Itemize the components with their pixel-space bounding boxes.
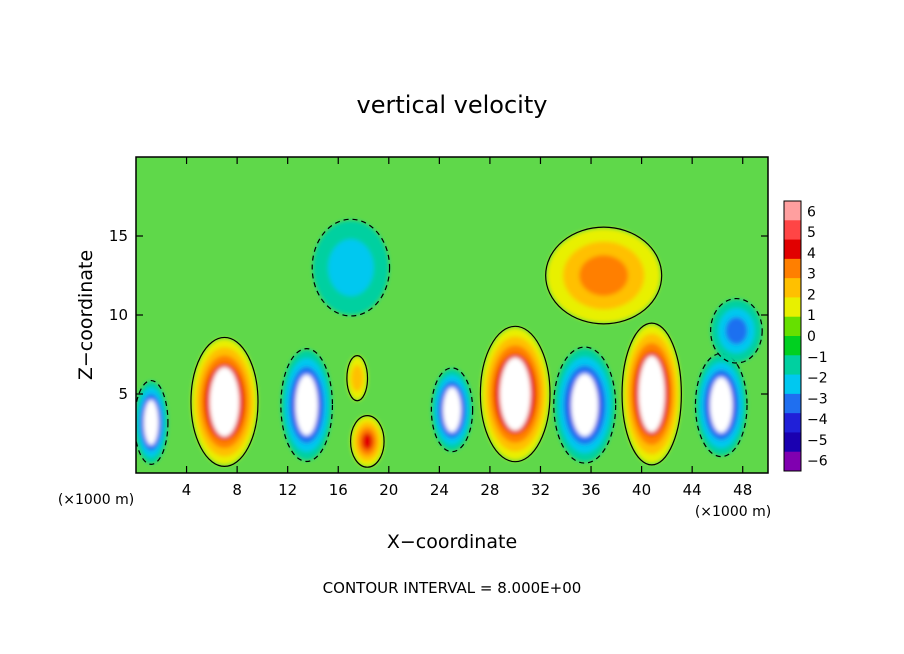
cell-core [709, 377, 733, 433]
y-tick-label: 15 [109, 227, 128, 245]
velocity-cell-10 [546, 228, 661, 323]
colorbar-swatch [784, 393, 801, 414]
colorbar-swatch [784, 278, 801, 298]
contour-line [479, 325, 551, 463]
contour-interval-note: CONTOUR INTERVAL = 8.000E+00 [323, 579, 582, 597]
colorbar-swatch [784, 374, 801, 395]
cell-core [499, 357, 531, 431]
cell-ring [328, 239, 374, 297]
colorbar-label: 6 [807, 204, 816, 220]
colorbar-frame [783, 200, 802, 472]
colorbar-swatch [784, 297, 801, 318]
colorbar-swatch [784, 432, 801, 453]
contour-line [553, 346, 617, 464]
x-tick-label: 24 [430, 481, 449, 499]
colorbar-swatch [784, 413, 801, 433]
velocity-cell-2 [281, 349, 332, 461]
x-tick-label: 32 [531, 481, 550, 499]
velocity-cell-5 [431, 368, 473, 451]
cell-ring [725, 317, 748, 345]
velocity-cell-9 [695, 354, 747, 456]
velocity-cell-8 [622, 324, 681, 464]
y-tick-label: 10 [109, 306, 128, 324]
y-axis-label: Z−coordinate [75, 250, 97, 380]
contour-line [349, 415, 385, 468]
velocity-cell-4 [347, 356, 368, 401]
colorbar-label: −6 [807, 454, 828, 470]
colorbar-swatch [784, 258, 801, 279]
colorbar-swatch [784, 201, 801, 221]
colorbar-swatch [784, 451, 801, 472]
colorbar-label: −3 [807, 391, 828, 407]
x-tick-label: 48 [733, 481, 752, 499]
y-tick-label: 5 [118, 385, 128, 403]
velocity-cells [136, 218, 763, 468]
colorbar-label: −2 [807, 371, 828, 387]
contour-line [621, 322, 682, 466]
velocity-cell-6 [481, 327, 550, 461]
velocity-cell-3 [350, 416, 384, 467]
x-tick-label: 40 [632, 481, 651, 499]
x-unit-left: (×1000 m) [58, 492, 134, 508]
cell-ring [351, 364, 364, 392]
velocity-cell-12 [711, 299, 762, 363]
contour-line [346, 355, 369, 402]
cell-ring [579, 255, 629, 296]
velocity-cell-7 [554, 348, 616, 462]
colorbar-label: 1 [807, 308, 816, 324]
x-tick-label: 4 [182, 481, 192, 499]
velocity-cell-1 [191, 338, 258, 466]
cell-core [295, 374, 319, 436]
contour-line [190, 336, 259, 467]
cell-core [638, 355, 665, 433]
colorbar-swatch [784, 355, 801, 376]
x-tick-label: 12 [278, 481, 297, 499]
colorbar-label: 3 [807, 267, 816, 283]
colorbar-label: −1 [807, 350, 828, 366]
x-axis: 4 8 12 16 20 24 28 32 36 40 44 48 [182, 157, 752, 499]
x-tick-label: 20 [379, 481, 398, 499]
contour-line [694, 352, 748, 458]
colorbar-label: −5 [807, 433, 828, 449]
colorbar-label: 2 [807, 287, 816, 303]
colorbar-label: 5 [807, 225, 816, 241]
x-tick-label: 44 [683, 481, 702, 499]
x-tick-label: 16 [329, 481, 348, 499]
x-tick-label: 8 [232, 481, 242, 499]
x-axis-label: X−coordinate [387, 531, 517, 553]
colorbar-label: 4 [807, 246, 816, 262]
contour-line [136, 379, 169, 465]
colorbar-swatch [784, 316, 801, 337]
y-axis: 5 10 15 [109, 227, 768, 403]
x-tick-label: 28 [480, 481, 499, 499]
cell-ring [361, 432, 373, 450]
velocity-cell-11 [312, 220, 389, 315]
colorbar-label: −4 [807, 412, 828, 428]
colorbar-swatch [784, 336, 801, 356]
plot-area [136, 157, 768, 473]
colorbar: 6 5 4 3 2 1 0 −1 −2 −3 −4 −5 −6 [783, 200, 828, 472]
contour-line [311, 218, 391, 317]
colorbar-swatch [784, 239, 801, 260]
cell-core [209, 367, 240, 437]
cell-core [143, 399, 159, 446]
chart-title: vertical velocity [357, 91, 548, 119]
colorbar-label: 0 [807, 329, 816, 345]
contour-line [430, 367, 474, 453]
contour-line [545, 226, 663, 325]
velocity-cell-0 [136, 381, 168, 464]
contour-line [280, 348, 334, 463]
contour-line [710, 297, 763, 364]
colorbar-swatch [784, 220, 801, 241]
cell-core [442, 387, 462, 433]
x-tick-label: 36 [581, 481, 600, 499]
cell-core [571, 373, 599, 437]
x-unit-right: (×1000 m) [695, 504, 771, 520]
